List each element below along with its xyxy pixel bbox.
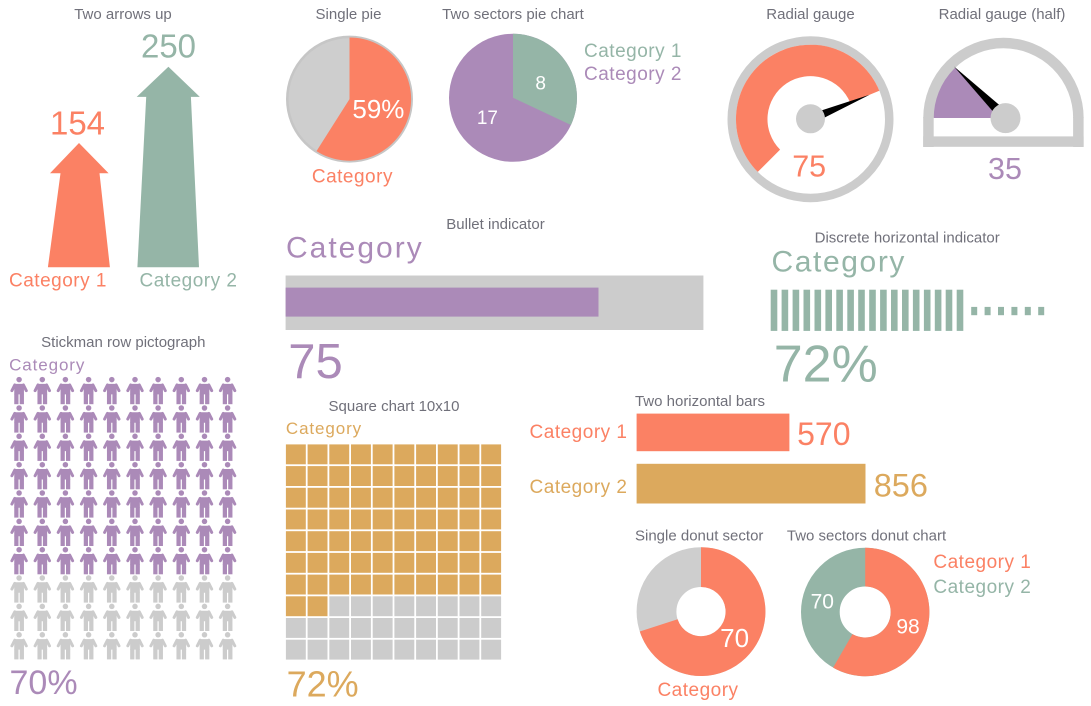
svg-text:Category 1: Category 1	[933, 552, 1031, 573]
svg-text:Category 2: Category 2	[584, 64, 682, 85]
svg-text:Bullet indicator: Bullet indicator	[446, 216, 544, 233]
svg-text:Category: Category	[772, 246, 907, 279]
svg-text:Two sectors pie chart: Two sectors pie chart	[442, 6, 585, 23]
svg-text:70: 70	[720, 623, 749, 653]
svg-text:Category: Category	[286, 232, 424, 265]
svg-text:Category: Category	[9, 356, 85, 375]
svg-text:75: 75	[792, 150, 826, 184]
svg-text:Square chart 10x10: Square chart 10x10	[329, 398, 460, 415]
svg-text:Single pie: Single pie	[316, 6, 382, 23]
svg-text:Two horizontal bars: Two horizontal bars	[635, 393, 765, 410]
svg-text:154: 154	[50, 105, 105, 142]
svg-text:856: 856	[874, 467, 928, 503]
svg-text:570: 570	[797, 416, 850, 452]
svg-text:Category 1: Category 1	[584, 41, 682, 62]
svg-text:Category 1: Category 1	[530, 422, 628, 443]
svg-text:Radial gauge: Radial gauge	[766, 6, 854, 23]
svg-text:17: 17	[477, 108, 498, 129]
svg-text:Category: Category	[657, 680, 738, 701]
svg-text:70: 70	[811, 591, 834, 614]
svg-text:Category 1: Category 1	[9, 271, 107, 292]
svg-text:Category: Category	[312, 167, 393, 188]
svg-text:35: 35	[988, 152, 1022, 186]
svg-text:70%: 70%	[10, 664, 78, 702]
svg-text:Single donut sector: Single donut sector	[635, 528, 763, 545]
svg-text:250: 250	[141, 28, 196, 65]
svg-text:Stickman row pictograph: Stickman row pictograph	[41, 334, 205, 351]
svg-text:59%: 59%	[352, 94, 404, 124]
svg-text:72%: 72%	[287, 663, 359, 704]
svg-text:Category 2: Category 2	[140, 271, 238, 292]
svg-text:72%: 72%	[774, 336, 878, 394]
svg-text:98: 98	[896, 615, 919, 638]
svg-text:Radial gauge (half): Radial gauge (half)	[939, 6, 1066, 23]
svg-text:Two sectors donut chart: Two sectors donut chart	[787, 528, 947, 545]
svg-text:Category: Category	[286, 419, 362, 438]
svg-text:8: 8	[535, 73, 546, 94]
svg-text:Two arrows up: Two arrows up	[74, 6, 172, 23]
svg-text:Discrete horizontal indicator: Discrete horizontal indicator	[815, 230, 1000, 247]
svg-text:75: 75	[288, 335, 343, 389]
svg-text:Category 2: Category 2	[530, 477, 628, 498]
svg-text:Category 2: Category 2	[933, 577, 1031, 598]
